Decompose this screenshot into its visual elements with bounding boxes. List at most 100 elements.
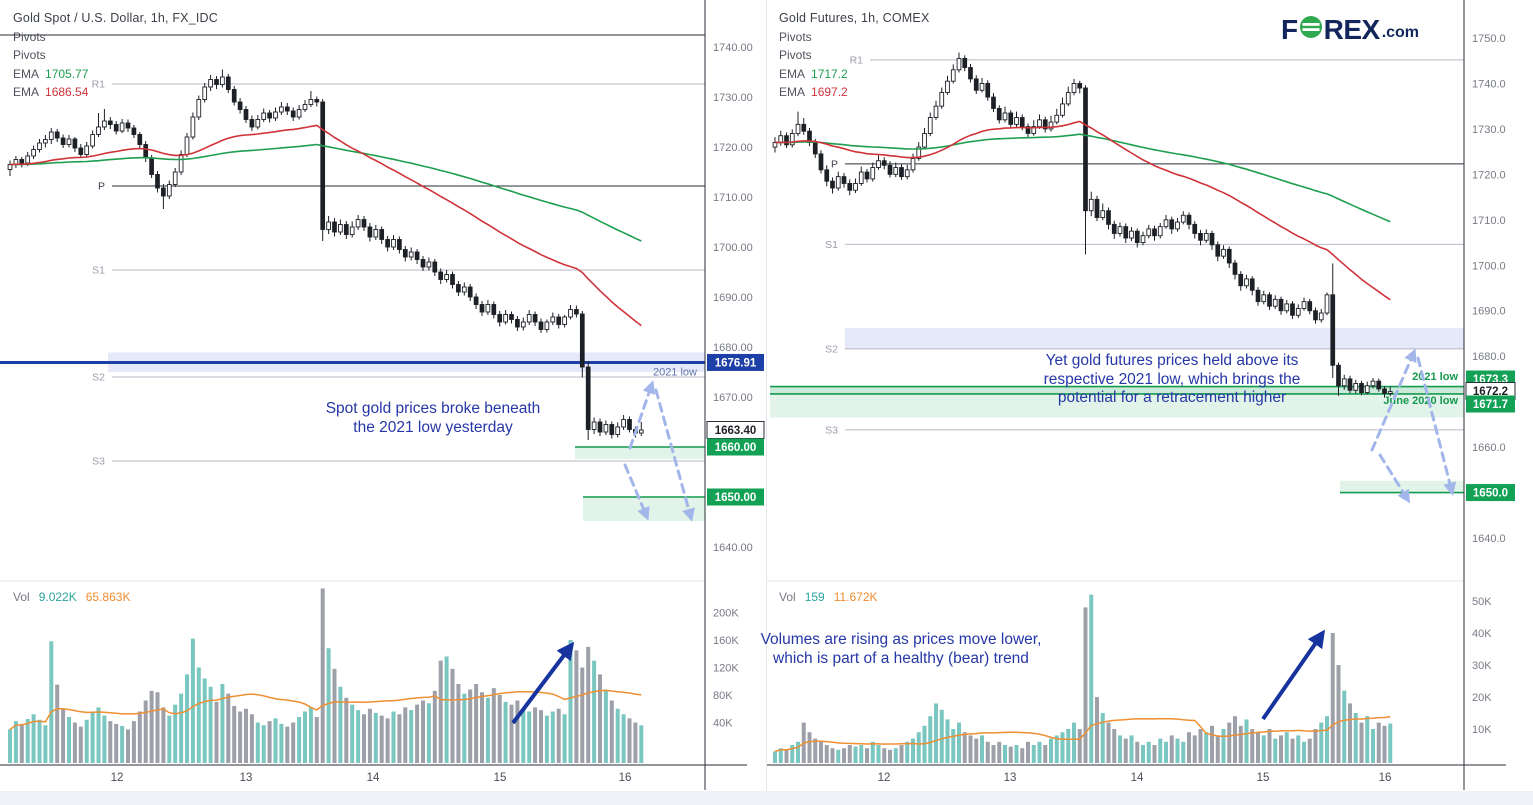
- volume-bar: [373, 712, 378, 763]
- candle: [1284, 303, 1290, 312]
- candle: [54, 131, 60, 139]
- volume-bar: [1129, 735, 1134, 763]
- candle: [1088, 198, 1094, 212]
- volume-bar: [1313, 729, 1318, 763]
- volume-bar: [397, 714, 402, 763]
- candle: [1157, 226, 1163, 237]
- volume-bar: [1135, 741, 1140, 763]
- candle: [1295, 308, 1301, 316]
- candle: [1054, 114, 1060, 123]
- candle: [772, 142, 778, 148]
- candle: [1376, 380, 1382, 390]
- time-label: 15: [1257, 772, 1270, 784]
- indicator-label-ema: EMA 1686.54: [13, 85, 89, 99]
- retracement-arrow: [1378, 453, 1411, 504]
- time-label: 12: [878, 772, 891, 784]
- volume-bar: [1330, 633, 1335, 763]
- volume-bar: [1181, 741, 1186, 763]
- volume-bar: [1026, 741, 1030, 763]
- volume-bar: [202, 678, 207, 763]
- volume-bar: [1376, 722, 1381, 763]
- volume-bar: [598, 674, 602, 763]
- candle: [296, 109, 302, 118]
- volume-bar: [1152, 745, 1157, 763]
- candle: [66, 138, 72, 145]
- support-band: [1340, 480, 1464, 493]
- volume-bar: [527, 711, 532, 763]
- volume-bar: [491, 688, 496, 763]
- pivot-label-P: P: [98, 181, 105, 193]
- volume-bar: [586, 646, 591, 763]
- candle: [550, 316, 556, 323]
- candle: [491, 304, 497, 315]
- candle: [402, 249, 408, 258]
- candle: [1031, 126, 1037, 134]
- candle: [1318, 312, 1324, 321]
- volume-bar: [905, 741, 910, 763]
- candle: [25, 155, 31, 164]
- volume-bar: [31, 714, 36, 763]
- candle: [979, 83, 985, 91]
- candle: [996, 108, 1002, 121]
- volume-bar: [1244, 719, 1249, 763]
- volume-bar: [503, 701, 508, 763]
- volume-bar: [813, 738, 818, 763]
- volume-bar: [615, 708, 620, 763]
- volume-bar: [836, 749, 841, 763]
- time-label: 13: [240, 772, 253, 784]
- volume-bar: [1175, 738, 1180, 763]
- price-tick-label: 1740.00: [713, 42, 753, 54]
- volume-bar: [13, 721, 18, 763]
- time-label: 15: [494, 772, 507, 784]
- candle: [789, 133, 795, 146]
- candle: [214, 79, 219, 85]
- indicator-label-ema: EMA 1697.2: [779, 85, 848, 99]
- candle: [137, 134, 143, 145]
- candle: [1111, 223, 1117, 234]
- price-tick-label: 1720.00: [713, 142, 753, 154]
- volume-bar: [521, 708, 526, 763]
- chart-divider: [766, 0, 767, 805]
- volume-bar: [1388, 723, 1393, 763]
- time-label: 14: [367, 772, 380, 784]
- candle: [597, 421, 603, 433]
- volume-bar: [911, 738, 915, 763]
- indicator-label-ema: EMA 1705.77: [13, 66, 89, 81]
- candle: [1134, 230, 1140, 243]
- volume-bar: [639, 725, 644, 763]
- indicator-label-pivots: Pivots: [13, 48, 46, 62]
- retracement-arrow: [628, 380, 656, 450]
- volume-bar: [432, 690, 437, 763]
- volume-bar: [824, 745, 829, 763]
- volume-bar: [627, 718, 632, 763]
- candle: [1336, 364, 1341, 387]
- volume-bar: [173, 704, 178, 763]
- volume-bar: [190, 638, 195, 763]
- volume-bar: [1123, 738, 1128, 763]
- candle: [367, 226, 373, 238]
- candle: [1186, 214, 1192, 225]
- volume-bar: [226, 693, 231, 763]
- candle: [343, 224, 349, 235]
- candle: [858, 171, 864, 184]
- pivot-label-S2: S2: [825, 343, 838, 355]
- candle: [420, 259, 426, 268]
- volume-bar: [332, 668, 337, 763]
- volume-bar: [568, 640, 573, 763]
- volume-bar: [1261, 735, 1266, 763]
- volume-bar: [1014, 745, 1019, 763]
- candle: [1037, 119, 1042, 128]
- candle: [1198, 233, 1203, 241]
- candle: [273, 111, 278, 119]
- volume-bar: [592, 660, 597, 763]
- candle: [1364, 385, 1370, 393]
- candle: [485, 304, 491, 313]
- candle: [1083, 87, 1088, 212]
- volume-bar: [338, 686, 343, 763]
- volume-bar: [273, 718, 278, 763]
- price-tick-label: 1670.00: [713, 392, 753, 404]
- volume-bar: [67, 717, 71, 763]
- candle: [945, 80, 950, 93]
- volume-bar: [1273, 738, 1278, 763]
- volume-bar: [1215, 735, 1220, 763]
